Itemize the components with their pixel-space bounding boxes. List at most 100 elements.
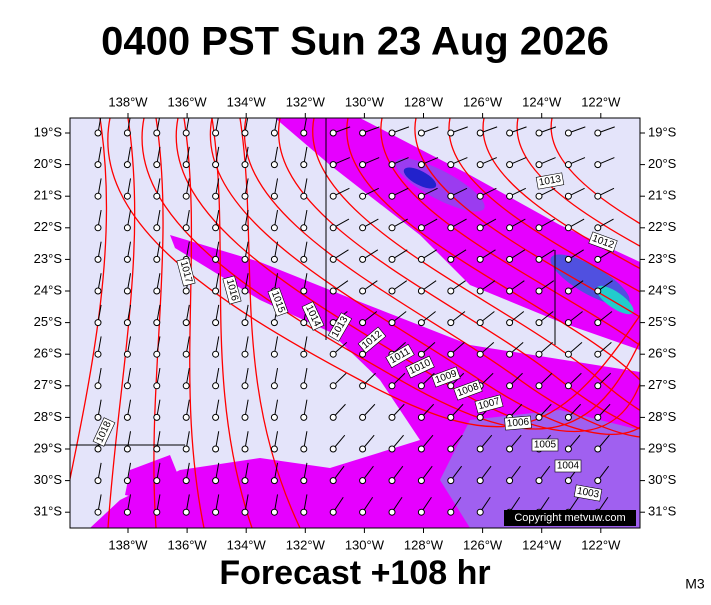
barb-station: [476, 508, 484, 516]
barb-station: [594, 477, 602, 485]
barb-station: [417, 413, 425, 421]
barb-station: [329, 350, 337, 358]
barb-station: [123, 192, 131, 200]
lat-label: 23°S: [648, 251, 677, 266]
labels: 138°W 138°W 136°W 136°W 134°W 134°W 132°W 132°W…: [34, 94, 677, 552]
barb-station: [594, 255, 602, 263]
isobar-label-box: [453, 379, 483, 401]
barb-station: [182, 129, 190, 137]
barb-station: [564, 477, 572, 485]
barb-station: [476, 350, 484, 358]
barb-station: [241, 161, 249, 169]
lon-label: 138°W: [108, 94, 148, 109]
barb-station: [182, 508, 190, 516]
barb-station: [506, 477, 514, 485]
barb-station: [329, 287, 337, 295]
barb-station: [241, 477, 249, 485]
barb-station: [241, 129, 249, 137]
barb-station: [94, 413, 102, 421]
barb-station: [447, 192, 455, 200]
barb-station: [329, 477, 337, 485]
isobar: [312, 118, 640, 412]
barb-station: [212, 287, 220, 295]
isobar-label-box: [385, 343, 415, 369]
isobar: [209, 118, 640, 435]
barb-station: [300, 287, 308, 295]
barb-station: [388, 382, 396, 390]
barb-station: [388, 445, 396, 453]
barb-station: [535, 129, 543, 137]
barb-station: [94, 350, 102, 358]
barb-station: [447, 129, 455, 137]
isobar: [243, 118, 640, 438]
isobar-label-text: 1006: [506, 417, 530, 430]
barb-station: [212, 319, 220, 327]
lat-label: 23°S: [34, 251, 63, 266]
barb-station: [241, 413, 249, 421]
isobar: [183, 118, 205, 528]
barb-station: [241, 508, 249, 516]
isobar-label: 1007: [474, 394, 504, 414]
barb-station: [359, 192, 367, 200]
barb-station: [182, 224, 190, 232]
lat-label: 31°S: [648, 504, 677, 519]
barb-station: [300, 319, 308, 327]
barb-station: [535, 255, 543, 263]
lat-label: 27°S: [34, 377, 63, 392]
lon-label: 132°W: [286, 537, 326, 552]
isobar-label-box: [267, 287, 289, 317]
map-field: [70, 118, 640, 528]
isobar-label: 1003: [573, 484, 603, 502]
lon-label: 136°W: [168, 537, 208, 552]
barb-station: [123, 445, 131, 453]
isobar-label-box: [573, 484, 603, 502]
barb-station: [388, 255, 396, 263]
lat-label: 22°S: [34, 219, 63, 234]
barb-station: [241, 255, 249, 263]
barb-station: [447, 224, 455, 232]
barb-station: [359, 508, 367, 516]
barb-station: [182, 161, 190, 169]
barb-station: [300, 161, 308, 169]
barb-station: [564, 287, 572, 295]
barb-station: [153, 350, 161, 358]
lat-label: 28°S: [34, 409, 63, 424]
barb-station: [447, 382, 455, 390]
title: 0400 PST Sun 23 Aug 2026: [101, 20, 609, 64]
barb-station: [300, 350, 308, 358]
barb-station: [94, 445, 102, 453]
lat-label: 22°S: [648, 219, 677, 234]
barb-station: [212, 255, 220, 263]
barb-station: [476, 477, 484, 485]
barb-station: [476, 287, 484, 295]
barb-station: [94, 319, 102, 327]
barb-station: [300, 255, 308, 263]
isobar-label: 1006: [504, 415, 532, 431]
barb-station: [535, 161, 543, 169]
barb-station: [270, 224, 278, 232]
lon-label: 128°W: [404, 94, 444, 109]
barb-station: [594, 192, 602, 200]
lon-label: 138°W: [108, 537, 148, 552]
barb-station: [270, 161, 278, 169]
barb-station: [594, 382, 602, 390]
barb-station: [476, 161, 484, 169]
lat-label: 27°S: [648, 377, 677, 392]
barb-station: [447, 255, 455, 263]
barb-station: [535, 319, 543, 327]
isobar-label-text: 1003: [576, 486, 600, 501]
barb-station: [94, 255, 102, 263]
lat-label: 28°S: [648, 409, 677, 424]
isobar-label-box: [474, 394, 504, 414]
isobar: [211, 118, 253, 528]
barb-station: [212, 508, 220, 516]
barb-station: [153, 192, 161, 200]
footer: Forecast +108 hr: [219, 554, 490, 592]
barb-station: [182, 192, 190, 200]
barb-station: [300, 445, 308, 453]
barb-station: [447, 477, 455, 485]
isobar: [277, 118, 640, 430]
lat-label: 24°S: [648, 282, 677, 297]
barb-station: [212, 445, 220, 453]
barb-station: [270, 413, 278, 421]
